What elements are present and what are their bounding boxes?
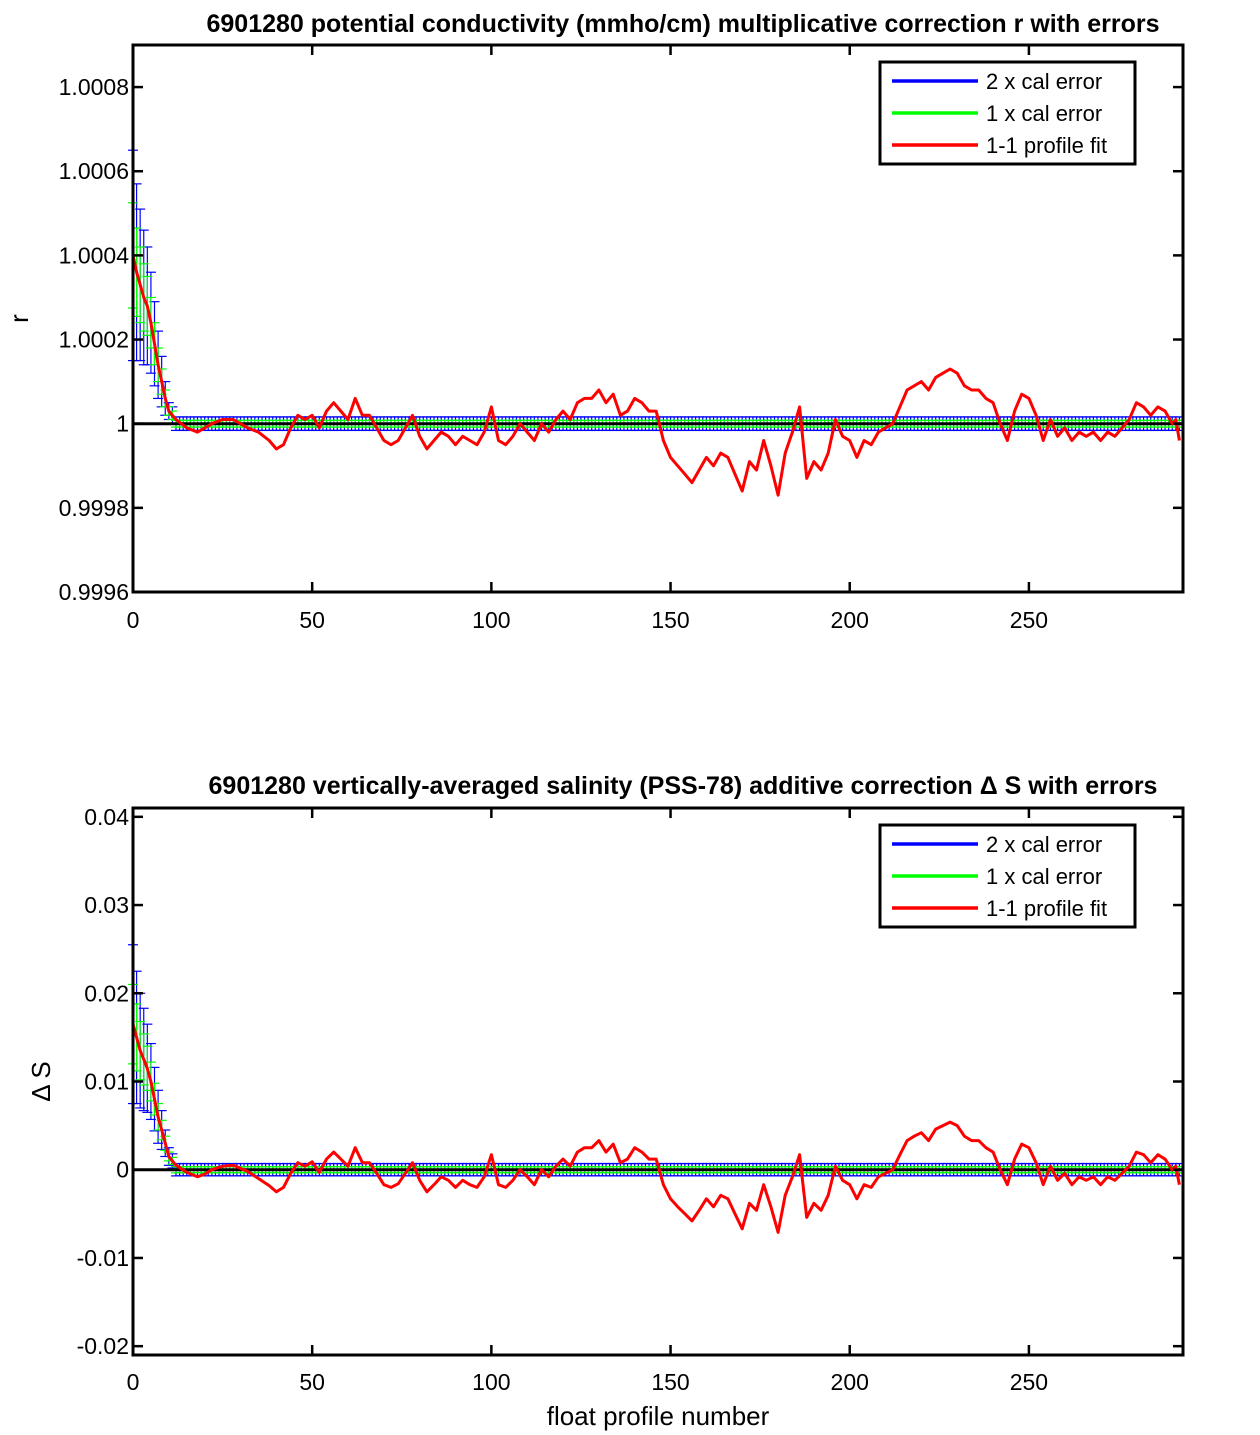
legend-label: 1-1 profile fit: [986, 896, 1107, 921]
y-axis-label: r: [4, 314, 34, 323]
errorbars-1x: [128, 202, 1185, 428]
y-tick-label: 0: [116, 1157, 129, 1183]
y-tick-label: 1: [116, 411, 129, 437]
legend-label: 1-1 profile fit: [986, 133, 1107, 158]
x-tick-label: 50: [299, 607, 325, 633]
x-tick-label: 200: [831, 607, 869, 633]
x-tick-label: 200: [831, 1369, 869, 1395]
legend: 2 x cal error 1 x cal error 1-1 profile fi…: [878, 60, 1137, 166]
legend-label: 1 x cal error: [986, 864, 1102, 889]
x-tick-label: 0: [127, 1369, 140, 1395]
x-tick-label: 100: [472, 1369, 510, 1395]
x-tick-label: 0: [127, 607, 140, 633]
y-tick-label: 1.0004: [59, 242, 130, 268]
x-tick-label: 150: [651, 607, 689, 633]
y-tick-label: 0.03: [84, 892, 129, 918]
y-axis-label: Δ S: [26, 1061, 56, 1102]
y-tick-label: 1.0008: [59, 74, 129, 100]
chart-conductivity-correction: 6901280 potential conductivity (mmho/cm)…: [4, 10, 1185, 633]
errorbars-2x: [128, 149, 1185, 432]
chart-title: 6901280 potential conductivity (mmho/cm)…: [206, 10, 1159, 38]
x-tick-label: 150: [651, 1369, 689, 1395]
x-tick-label: 100: [472, 607, 510, 633]
y-tick-label: -0.01: [77, 1245, 129, 1271]
x-tick-label: 250: [1010, 1369, 1048, 1395]
axes-frame: [131, 43, 1185, 594]
y-tick-label: 0.9996: [59, 579, 129, 605]
errorbars-2x: [128, 944, 1185, 1177]
y-tick-label: 0.04: [84, 804, 129, 830]
y-tick-label: -0.02: [77, 1333, 129, 1359]
profile-fit-line: [131, 1023, 1181, 1234]
y-tick-label: 1.0002: [59, 327, 129, 353]
chart-salinity-correction: 6901280 vertically-averaged salinity (PS…: [26, 772, 1185, 1431]
legend-label: 1 x cal error: [986, 101, 1102, 126]
y-tick-label: 0.9998: [59, 495, 129, 521]
profile-fit-line: [131, 255, 1181, 497]
y-tick-label: 1.0006: [59, 158, 129, 184]
x-axis-label: float profile number: [547, 1401, 770, 1431]
legend-label: 2 x cal error: [986, 832, 1102, 857]
x-tick-label: 250: [1010, 607, 1048, 633]
x-tick-label: 50: [299, 1369, 325, 1395]
legend-label: 2 x cal error: [986, 69, 1102, 94]
legend-box: [878, 60, 1137, 166]
y-tick-label: 0.01: [84, 1069, 129, 1095]
chart-title: 6901280 vertically-averaged salinity (PS…: [209, 772, 1158, 800]
y-tick-label: 0.02: [84, 980, 129, 1006]
legend: 2 x cal error 1 x cal error 1-1 profile fi…: [878, 823, 1137, 929]
